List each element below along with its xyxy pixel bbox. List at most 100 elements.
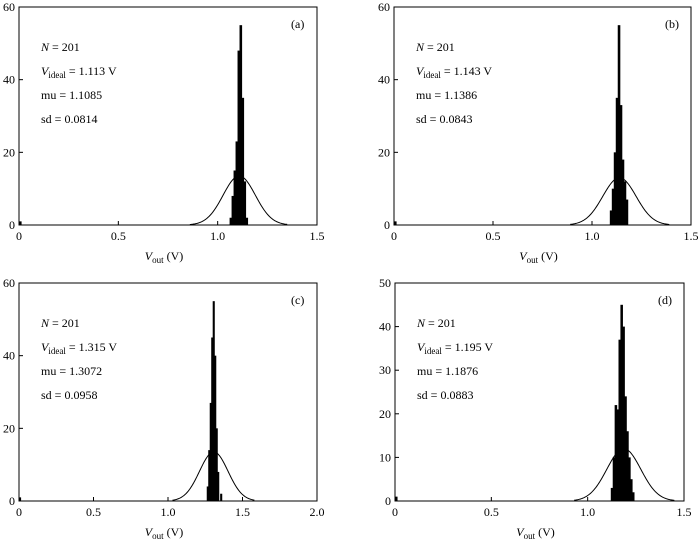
annotation-v-ideal: Videal = 1.113 V <box>41 64 117 80</box>
histogram-bar <box>235 141 239 225</box>
histogram-bar <box>610 487 614 501</box>
x-tick-label: 1.5 <box>684 229 699 243</box>
x-tick-label: 0 <box>16 505 22 519</box>
y-tick-label: 40 <box>3 349 15 363</box>
histogram-bar <box>628 457 631 501</box>
x-tick-label: 0 <box>391 229 397 243</box>
annotation-v-ideal: Videal = 1.195 V <box>417 340 493 356</box>
y-tick-label: 40 <box>3 73 15 87</box>
normal-fit-curve <box>172 451 255 501</box>
y-tick-label: 0 <box>9 494 15 508</box>
histogram-bar <box>616 409 620 501</box>
x-tick-label: 0 <box>392 505 398 519</box>
x-axis-label: Vout (V) <box>145 249 184 265</box>
histogram-bar <box>19 497 22 501</box>
x-tick-label: 0.5 <box>486 229 501 243</box>
x-tick-label: 1.5 <box>235 505 250 519</box>
histogram-bar <box>237 50 241 225</box>
x-tick-label: 1.0 <box>210 229 225 243</box>
x-tick-label: 2.0 <box>310 505 325 519</box>
chart-panel: 0 0.5 1.0 1.5 0 10 20 30 40 50 (d) N = 201 Videal = … <box>379 276 692 539</box>
y-tick-label: 20 <box>3 421 15 435</box>
y-tick-label: 10 <box>379 450 391 464</box>
x-axis-label: Vout (V) <box>145 525 184 539</box>
annotation-mu: mu = 1.3072 <box>41 364 102 378</box>
chart-panel: 0 0.5 1.0 1.5 0 20 40 60 (a) N = 201 Videal = 1.11… <box>3 0 325 265</box>
x-axis-label: Vout (V) <box>516 525 555 539</box>
histogram-bar <box>19 221 22 225</box>
annotation-v-ideal: Videal = 1.143 V <box>416 64 492 80</box>
histogram-bar <box>395 496 398 501</box>
x-axis-label: Vout (V) <box>519 249 558 265</box>
chart-panel: 0 0.5 1.0 1.5 2.0 0 20 40 60 (c) N = 201 Videal = 1… <box>3 276 325 539</box>
annotation-sd: sd = 0.0958 <box>41 388 97 402</box>
histogram-bar <box>243 181 247 225</box>
x-tick-label: 1.0 <box>161 505 176 519</box>
x-tick-label: 1.5 <box>310 229 325 243</box>
y-tick-label: 20 <box>3 145 15 159</box>
normal-fit-curve <box>189 175 288 226</box>
histogram-bar <box>208 450 211 501</box>
histogram-bar <box>625 199 629 225</box>
histogram-bar <box>215 428 218 501</box>
histogram-bar <box>214 355 217 501</box>
histogram-bar <box>220 493 223 501</box>
annotation-mu: mu = 1.1386 <box>416 88 477 102</box>
annotation-mu: mu = 1.1085 <box>41 88 102 102</box>
x-tick-label: 0.5 <box>86 505 101 519</box>
x-tick-label: 0.5 <box>111 229 126 243</box>
y-tick-label: 60 <box>378 0 390 14</box>
panel-label: (a) <box>291 17 304 31</box>
annotation-v-ideal: Videal = 1.315 V <box>41 340 117 356</box>
histogram-bar <box>631 492 635 501</box>
annotation-sd: sd = 0.0843 <box>416 112 472 126</box>
histogram-bar <box>206 486 209 501</box>
plot-frame <box>18 6 318 226</box>
y-tick-label: 20 <box>378 145 390 159</box>
normal-fit-curve <box>570 177 670 225</box>
histogram-bar <box>619 105 623 225</box>
annotation-sd: sd = 0.0814 <box>41 112 97 126</box>
histogram-bar <box>239 25 243 225</box>
panel-label: (c) <box>291 293 304 307</box>
histogram-bar <box>241 97 245 225</box>
y-tick-label: 0 <box>384 218 390 232</box>
histogram-bar <box>615 97 619 225</box>
x-tick-label: 1.0 <box>585 229 600 243</box>
histogram-bar <box>212 301 215 501</box>
annotation-n: N = 201 <box>40 316 80 330</box>
histogram-bar <box>211 337 214 501</box>
histogram-bar <box>209 402 212 501</box>
histogram-bar <box>620 304 623 501</box>
y-tick-label: 0 <box>385 494 391 508</box>
histogram-bar <box>626 431 629 501</box>
panel-label: (b) <box>665 17 679 31</box>
histogram-bar <box>621 159 625 225</box>
histogram-bar <box>245 217 249 225</box>
panel-label: (d) <box>658 293 672 307</box>
histogram-bar <box>233 170 237 225</box>
histogram-bar <box>630 479 633 501</box>
y-tick-label: 30 <box>379 363 391 377</box>
y-tick-label: 40 <box>379 320 391 334</box>
histogram-bar <box>217 471 220 501</box>
x-tick-label: 1.0 <box>580 505 595 519</box>
annotation-mu: mu = 1.1876 <box>417 364 478 378</box>
plot-frame <box>394 282 685 502</box>
histogram-bar <box>617 25 621 225</box>
x-tick-label: 0.5 <box>484 505 499 519</box>
chart-panel: 0 0.5 1.0 1.5 0 20 40 60 (b) N = 201 Videal = 1.14… <box>378 0 699 265</box>
annotation-n: N = 201 <box>416 316 456 330</box>
y-tick-label: 40 <box>378 73 390 87</box>
histogram-bar <box>609 210 613 225</box>
histogram-bar <box>394 221 397 225</box>
x-tick-label: 0 <box>16 229 22 243</box>
normal-fit-curve <box>574 448 675 501</box>
histogram-bar <box>614 405 618 501</box>
y-tick-label: 50 <box>379 276 391 290</box>
histogram-bar <box>612 457 616 501</box>
plot-frame <box>393 6 692 226</box>
histogram-bar <box>618 339 622 501</box>
y-tick-label: 60 <box>3 276 15 290</box>
